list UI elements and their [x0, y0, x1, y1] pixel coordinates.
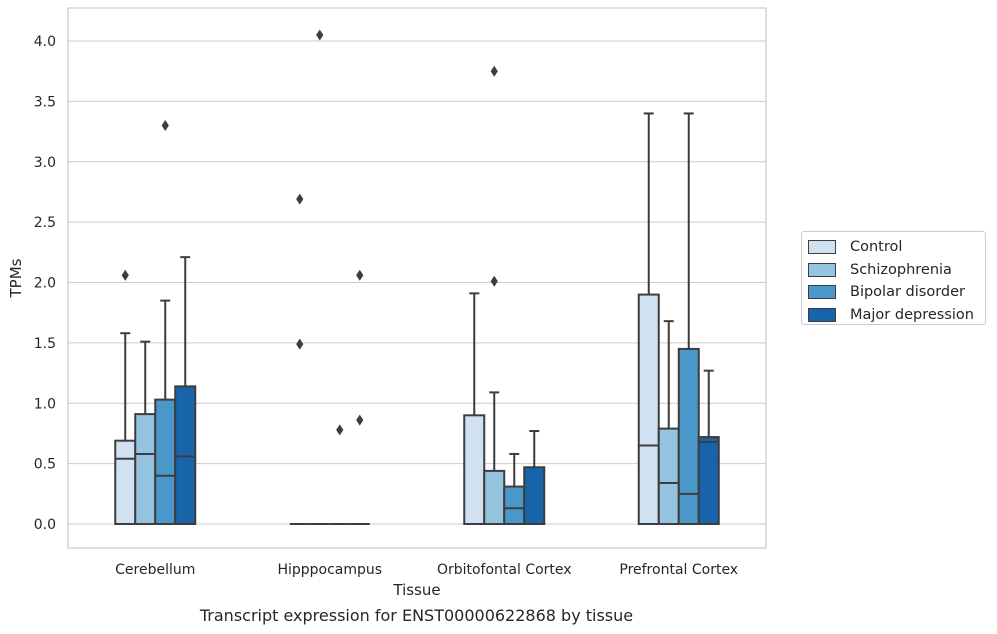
- outlier-point: [490, 65, 498, 77]
- legend-label-control: Control: [850, 239, 903, 256]
- chart-title: Transcript expression for ENST0000062286…: [199, 606, 634, 625]
- y-tick-label: 0.0: [34, 517, 56, 533]
- box-body: [154, 398, 177, 525]
- y-tick-label: 3.0: [34, 155, 56, 171]
- box-3-2: [677, 112, 700, 525]
- legend-item-control: Control: [808, 236, 985, 259]
- y-tick-label: 4.0: [34, 34, 56, 50]
- legend-item-major-depression: Major depression: [808, 304, 985, 327]
- x-axis-label: Tissue: [392, 581, 440, 599]
- legend-label-major-depression: Major depression: [850, 306, 974, 323]
- legend-swatch-major-depression: [808, 307, 836, 322]
- outlier-point: [336, 424, 344, 436]
- outlier-point: [296, 193, 304, 205]
- box-0-1: [134, 340, 157, 525]
- y-tick-label: 1.0: [34, 396, 56, 412]
- box-body: [697, 436, 720, 525]
- legend-swatch-schizophrenia: [808, 262, 836, 277]
- outlier-point: [161, 120, 169, 132]
- box-marks: [114, 29, 720, 526]
- y-tick-label: 2.0: [34, 276, 56, 292]
- box-2-2: [503, 452, 526, 526]
- box-body: [637, 293, 660, 526]
- box-3-1: [657, 320, 680, 526]
- box-body: [677, 347, 700, 525]
- legend-item-bipolar-disorder: Bipolar disorder: [808, 281, 985, 304]
- outlier-point: [490, 275, 498, 287]
- box-body: [483, 469, 506, 525]
- legend-item-schizophrenia: Schizophrenia: [808, 259, 985, 282]
- outlier-point: [356, 269, 364, 281]
- legend-swatch-bipolar-disorder: [808, 285, 836, 300]
- box-1-1: [309, 29, 330, 525]
- box-body: [114, 439, 137, 525]
- box-body: [523, 466, 546, 525]
- x-tick-label: Prefrontal Cortex: [619, 562, 738, 578]
- box-body: [134, 413, 157, 525]
- box-body: [503, 485, 526, 526]
- outlier-point: [356, 414, 364, 426]
- outlier-point: [296, 338, 304, 350]
- box-0-0: [114, 269, 137, 525]
- y-tick-label: 1.5: [34, 336, 56, 352]
- legend-swatch-control: [808, 240, 836, 255]
- y-tick-label: 2.5: [34, 215, 56, 231]
- legend-label-bipolar-disorder: Bipolar disorder: [850, 284, 965, 301]
- box-1-2: [329, 424, 350, 525]
- outlier-point: [316, 29, 324, 41]
- box-body: [463, 414, 486, 526]
- box-0-3: [174, 256, 197, 525]
- box-1-0: [289, 193, 310, 525]
- box-body: [657, 427, 680, 526]
- legend-label-schizophrenia: Schizophrenia: [850, 261, 952, 278]
- y-tick-labels: 0.0 0.5 1.0 1.5 2.0 2.5 3.0 3.5 4.0: [34, 34, 56, 533]
- outlier-point: [121, 269, 129, 281]
- box-3-3: [697, 369, 720, 525]
- plot-frame: [67, 7, 767, 549]
- box-2-1: [483, 65, 506, 525]
- x-tick-label: Orbitofontal Cortex: [437, 562, 572, 578]
- box-0-2: [154, 120, 177, 525]
- y-tick-label: 0.5: [34, 457, 56, 473]
- box-3-0: [637, 112, 660, 526]
- box-2-0: [463, 292, 486, 526]
- box-1-3: [349, 269, 370, 525]
- x-tick-label: Hipppocampus: [277, 562, 382, 578]
- x-tick-label: Cerebellum: [115, 562, 195, 578]
- box-2-3: [523, 430, 546, 525]
- y-tick-label: 3.5: [34, 94, 56, 110]
- y-axis-label: TPMs: [7, 258, 25, 298]
- box-body: [174, 385, 197, 525]
- legend: Control Schizophrenia Bipolar disorder M…: [801, 231, 986, 325]
- x-tick-labels: Cerebellum Hipppocampus Orbitofontal Corte…: [115, 562, 738, 578]
